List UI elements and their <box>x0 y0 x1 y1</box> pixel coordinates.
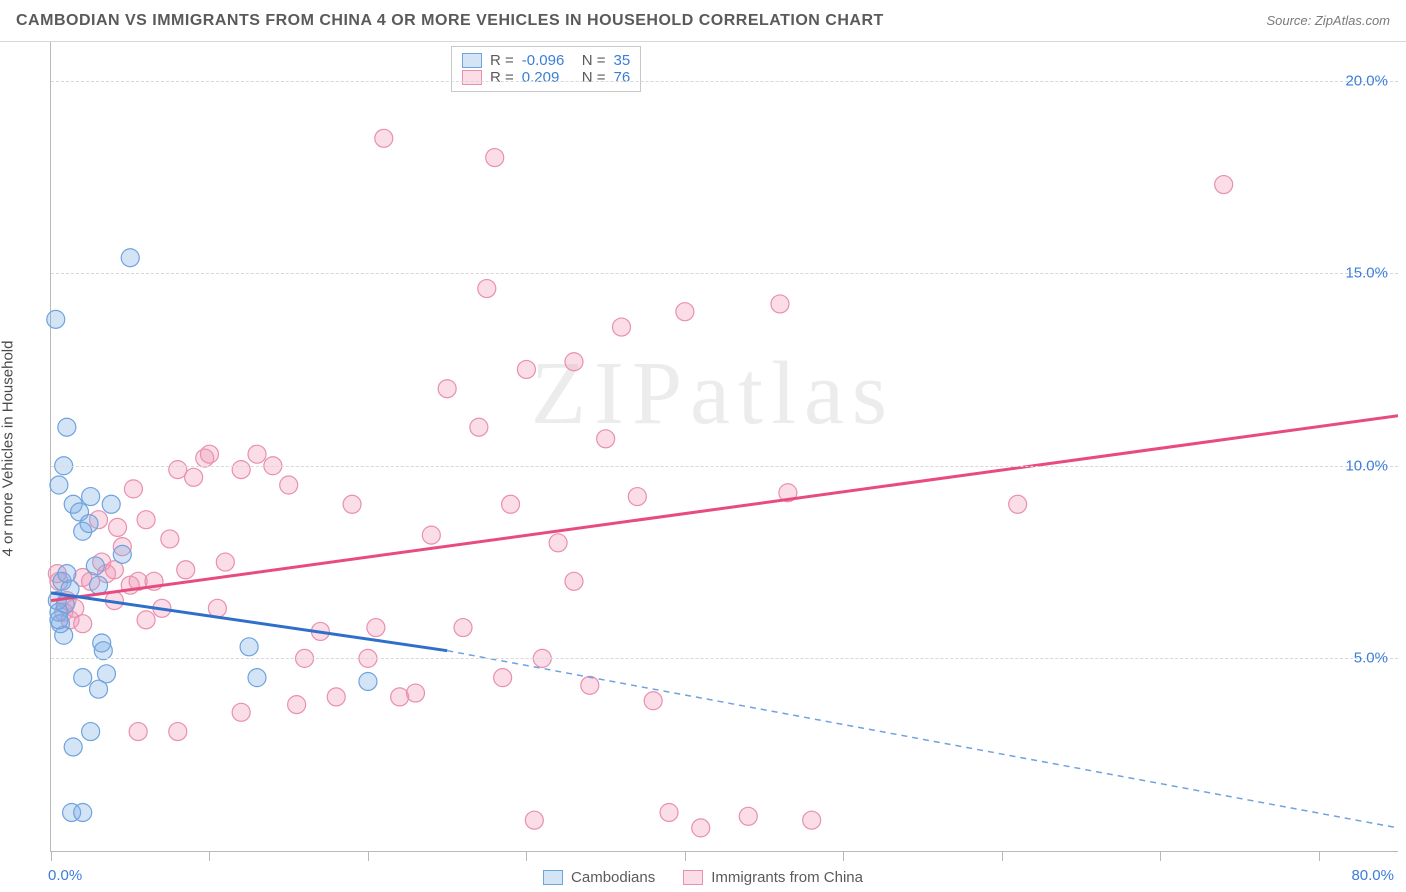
x-tick <box>685 851 686 861</box>
swatch-cambodians-bottom <box>543 870 563 885</box>
x-tick <box>526 851 527 861</box>
plot-area: ZIPatlas R = -0.096 N = 35 R = 0.209 N =… <box>50 42 1398 852</box>
chart-title: CAMBODIAN VS IMMIGRANTS FROM CHINA 4 OR … <box>16 12 884 30</box>
gridline <box>51 273 1398 274</box>
y-tick-label: 20.0% <box>1345 72 1388 89</box>
x-tick <box>1160 851 1161 861</box>
swatch-china <box>462 70 482 85</box>
x-tick <box>209 851 210 861</box>
swatch-cambodians <box>462 53 482 68</box>
legend-row-cambodians: R = -0.096 N = 35 <box>462 52 630 69</box>
scatter-plot-svg <box>51 42 1398 851</box>
r-label: R = <box>490 69 514 86</box>
y-axis-label: 4 or more Vehicles in Household <box>0 341 16 557</box>
y-tick-label: 5.0% <box>1354 650 1388 667</box>
legend-label-china: Immigrants from China <box>711 869 863 886</box>
r-value-cambodians: -0.096 <box>522 52 574 69</box>
n-label: N = <box>582 52 606 69</box>
gridline <box>51 466 1398 467</box>
x-tick <box>368 851 369 861</box>
series-legend: Cambodians Immigrants from China <box>0 869 1406 886</box>
n-value-cambodians: 35 <box>614 52 631 69</box>
r-label: R = <box>490 52 514 69</box>
legend-row-china: R = 0.209 N = 76 <box>462 69 630 86</box>
x-tick <box>1002 851 1003 861</box>
x-tick <box>843 851 844 861</box>
r-value-china: 0.209 <box>522 69 574 86</box>
chart-source: Source: ZipAtlas.com <box>1266 13 1390 28</box>
legend-label-cambodians: Cambodians <box>571 869 655 886</box>
n-label: N = <box>582 69 606 86</box>
gridline <box>51 81 1398 82</box>
x-tick <box>1319 851 1320 861</box>
y-tick-label: 15.0% <box>1345 265 1388 282</box>
chart-header: CAMBODIAN VS IMMIGRANTS FROM CHINA 4 OR … <box>0 0 1406 42</box>
correlation-legend: R = -0.096 N = 35 R = 0.209 N = 76 <box>451 46 641 92</box>
x-tick <box>51 851 52 861</box>
n-value-china: 76 <box>614 69 631 86</box>
legend-item-china: Immigrants from China <box>683 869 863 886</box>
y-tick-label: 10.0% <box>1345 457 1388 474</box>
gridline <box>51 658 1398 659</box>
swatch-china-bottom <box>683 870 703 885</box>
legend-item-cambodians: Cambodians <box>543 869 655 886</box>
